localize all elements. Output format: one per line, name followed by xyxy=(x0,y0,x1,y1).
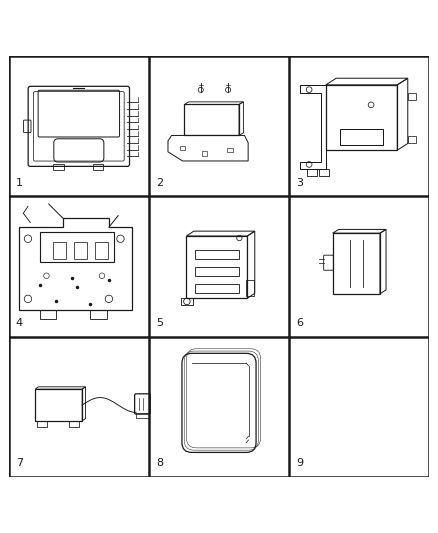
Text: 6: 6 xyxy=(296,318,303,328)
Text: 1: 1 xyxy=(16,178,23,188)
Text: 3: 3 xyxy=(296,178,303,188)
Text: 2: 2 xyxy=(156,178,163,188)
Text: 4: 4 xyxy=(16,318,23,328)
Text: 9: 9 xyxy=(296,458,303,469)
Text: 5: 5 xyxy=(156,318,163,328)
Text: 8: 8 xyxy=(156,458,163,469)
Text: 7: 7 xyxy=(16,458,23,469)
